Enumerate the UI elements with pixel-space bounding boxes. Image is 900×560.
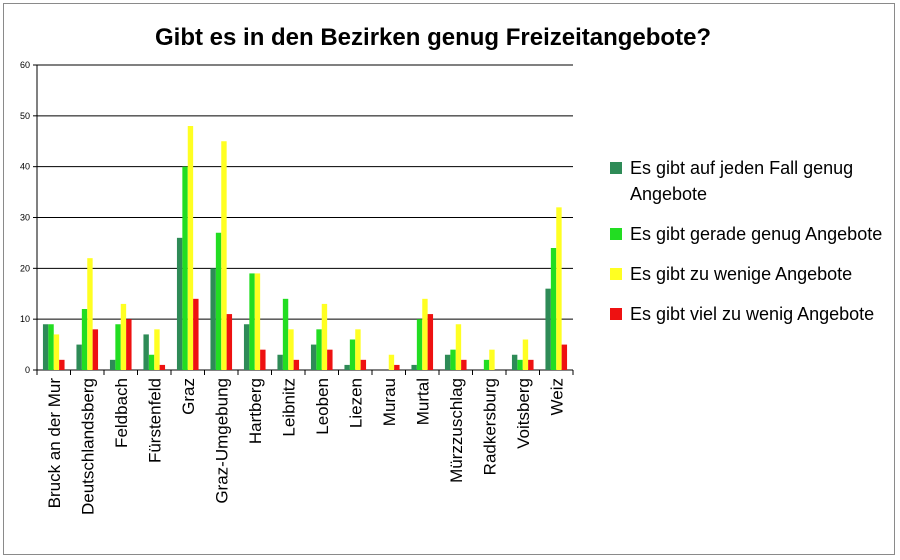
x-tick-label: Leibnitz [279,378,298,437]
legend-swatch-4 [610,308,622,320]
bar [388,354,395,370]
x-tick-label: Graz-Umgebung [212,378,231,504]
x-tick-label: Murtal [413,378,432,425]
bar [444,354,451,370]
bar [215,232,222,370]
bar [243,324,250,370]
bar [42,324,49,370]
legend-item-3: Es gibt zu wenige Angebote [610,261,895,287]
chart-title: Gibt es in den Bezirken genug Freizeitan… [155,24,712,51]
x-tick-label: Graz [179,378,198,415]
bar [394,364,400,370]
bar [288,329,294,370]
bar [545,288,551,370]
bar [511,354,518,370]
bar [48,324,54,370]
bar [249,273,255,370]
bar [115,324,121,370]
bar [321,303,328,370]
x-tick-label: Voitsberg [514,378,533,449]
bar [226,314,233,370]
bar [483,359,490,370]
bar [210,268,216,370]
bar [154,329,160,370]
bar [427,314,434,370]
x-tick-label: Liezen [346,378,365,428]
y-tick-label: 60 [20,60,30,70]
bar [416,319,423,370]
bar [550,248,557,370]
x-tick-label: Weiz [547,378,566,415]
bar [193,298,199,370]
bar [316,329,322,370]
bar [522,339,529,370]
legend-label-3: Es gibt zu wenige Angebote [630,264,853,284]
bar [344,364,350,370]
bar [282,298,289,370]
legend-label-4: Es gibt viel zu wenig Angebote [630,304,875,324]
legend-swatch-2 [610,228,622,240]
y-tick-label: 0 [25,365,30,375]
chart-frame [3,3,895,555]
bar [461,359,467,370]
bar [126,319,132,370]
bar [450,349,456,370]
legend-swatch-1 [610,162,622,174]
x-tick-label: Mürzzuschlag [447,378,466,483]
bar [59,359,65,370]
legend-item-2: Es gibt gerade genug Angebote [610,221,895,247]
bar [76,344,82,370]
y-tick-label: 40 [20,162,30,172]
bar [517,359,523,370]
bar [561,344,568,370]
bar [176,237,183,370]
y-tick-label: 30 [20,213,30,223]
legend-item-4: Es gibt viel zu wenig Angebote [610,301,895,327]
legend-swatch-3 [610,268,622,280]
bar [87,258,93,370]
bar [411,364,417,370]
bar [349,339,356,370]
bar [422,298,428,370]
bar [92,329,99,370]
bar [182,166,188,370]
y-tick-label: 10 [20,314,30,324]
bar [528,359,534,370]
legend-item-1: Es gibt auf jeden Fall genug Angebote [610,155,895,207]
bar [254,273,261,370]
x-tick-label: Leoben [313,378,332,435]
bar [360,359,367,370]
bar [260,349,266,370]
bar [120,303,127,370]
bar [148,354,155,370]
bar [455,324,462,370]
x-tick-label: Radkersburg [480,378,499,475]
bar [81,309,88,370]
bar [310,344,317,370]
bar [355,329,361,370]
y-tick-label: 50 [20,111,30,121]
bar [221,141,227,370]
y-tick-label: 20 [20,263,30,273]
x-tick-label: Hartberg [246,378,265,444]
bar [159,364,166,370]
x-tick-label: Feldbach [112,378,131,448]
x-tick-label: Bruck an der Mur [45,378,64,509]
chart-legend: Es gibt auf jeden Fall genug Angebote Es… [610,155,895,341]
legend-label-1: Es gibt auf jeden Fall genug Angebote [630,158,854,204]
bar [327,349,333,370]
bar [277,354,283,370]
bar [489,349,495,370]
bar [556,207,562,370]
x-tick-label: Murau [380,378,399,426]
bar [143,334,149,370]
x-tick-label: Deutschlandsberg [78,378,97,515]
bar [187,126,194,370]
bar [109,359,116,370]
bar [293,359,300,370]
x-tick-label: Fürstenfeld [145,378,164,463]
bar [53,334,60,370]
legend-label-2: Es gibt gerade genug Angebote [630,224,883,244]
